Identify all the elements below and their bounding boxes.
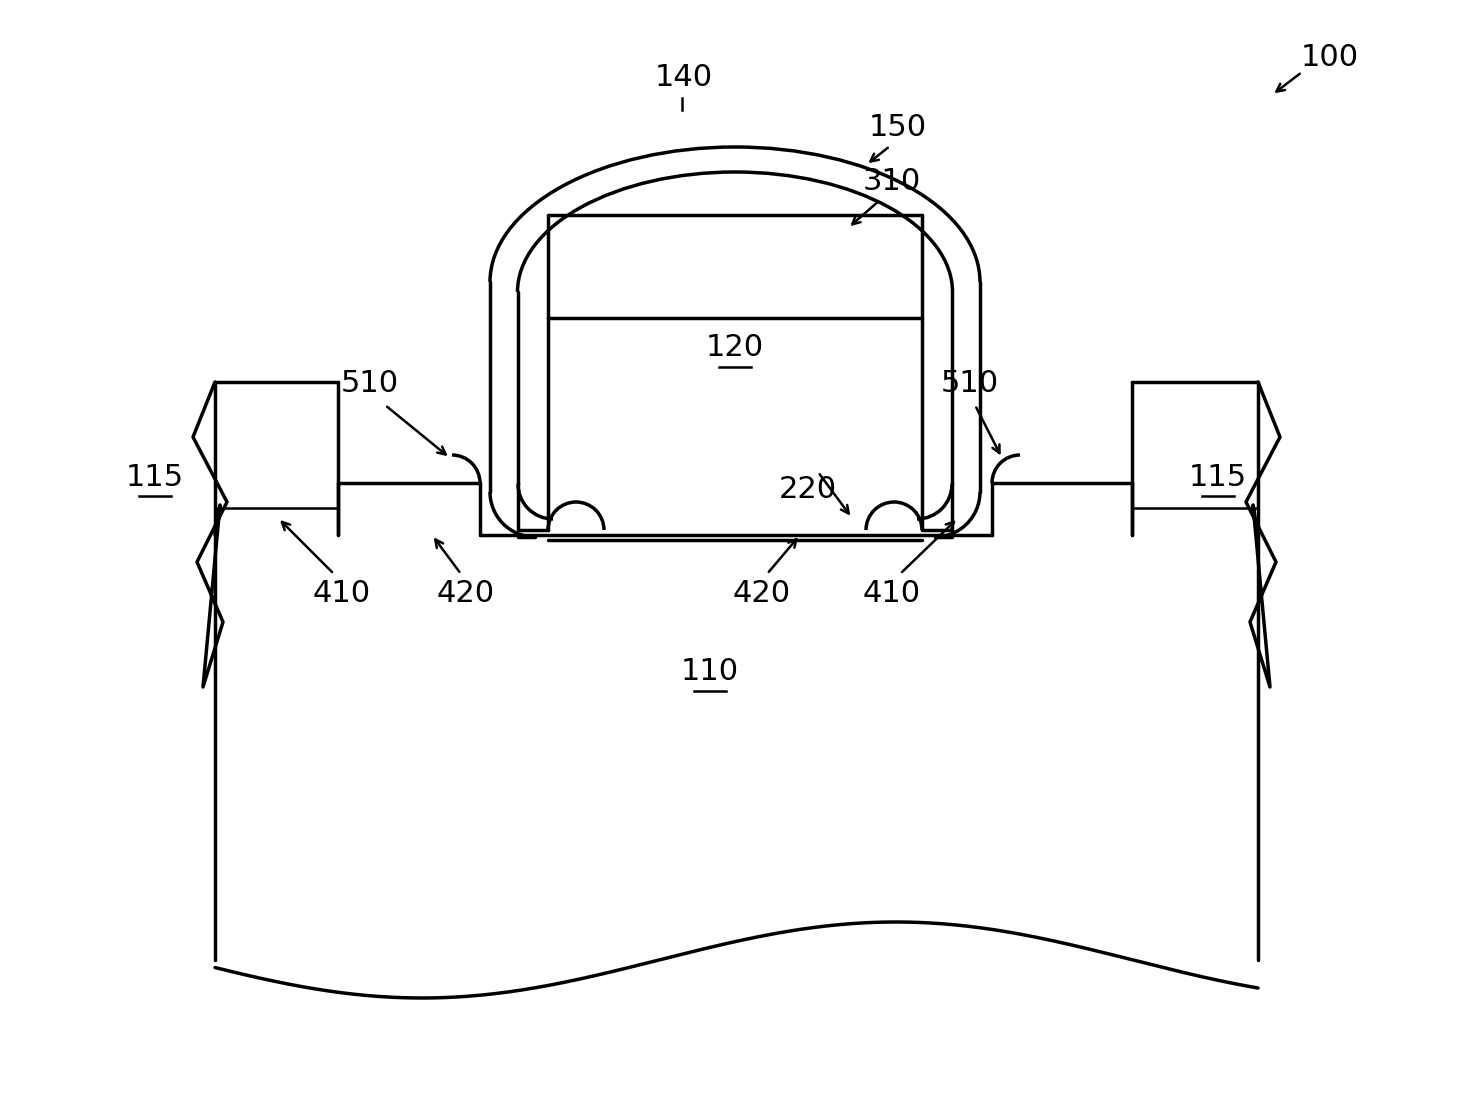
Text: 410: 410 (863, 580, 921, 609)
Text: 510: 510 (941, 369, 999, 398)
Text: 310: 310 (863, 168, 921, 197)
Text: 150: 150 (868, 113, 927, 142)
Text: 115: 115 (127, 462, 184, 491)
Text: 420: 420 (733, 580, 790, 609)
Text: 140: 140 (655, 63, 712, 92)
Text: 120: 120 (707, 333, 764, 362)
Text: 420: 420 (437, 580, 495, 609)
Text: 410: 410 (314, 580, 371, 609)
Text: 220: 220 (779, 476, 838, 504)
Text: 110: 110 (682, 658, 739, 687)
Text: 100: 100 (1301, 43, 1359, 72)
Text: 115: 115 (1189, 462, 1247, 491)
Text: 510: 510 (342, 369, 399, 398)
